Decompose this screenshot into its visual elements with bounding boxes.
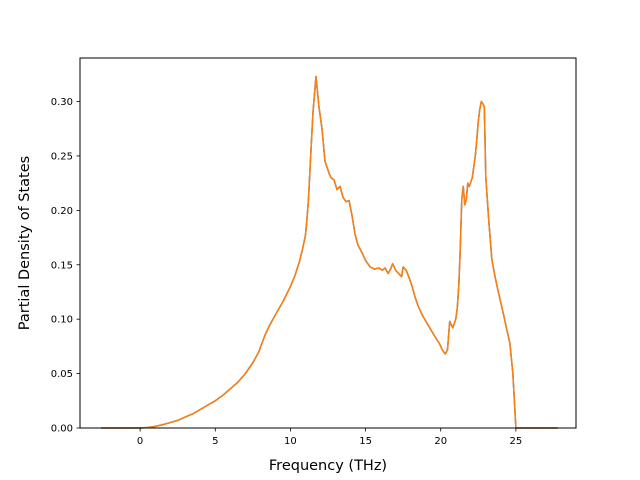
- y-tick-label: 0.15: [51, 260, 73, 271]
- plot-area: [101, 75, 558, 429]
- series-line: [101, 75, 558, 429]
- x-tick-label: 10: [284, 436, 297, 447]
- y-tick-label: 0.30: [51, 97, 73, 108]
- x-tick-label: 20: [434, 436, 447, 447]
- y-tick-label: 0.10: [51, 315, 73, 326]
- plot-frame: [79, 57, 577, 429]
- x-axis-label: Frequency (THz): [269, 458, 387, 474]
- y-tick-label: 0.20: [51, 206, 73, 217]
- y-axis-label: Partial Density of States: [17, 156, 33, 330]
- y-tick-label: 0.05: [51, 369, 73, 380]
- x-tick-label: 25: [510, 436, 523, 447]
- y-tick-label: 0.00: [51, 424, 73, 435]
- x-tick-label: 0: [137, 436, 143, 447]
- y-tick-label: 0.25: [51, 151, 73, 162]
- x-axis: 0 5 10 15 20 25: [137, 428, 522, 447]
- x-tick-label: 15: [359, 436, 372, 447]
- y-axis: 0.00 0.05 0.10 0.15 0.20 0.25 0.30: [51, 97, 80, 435]
- x-tick-label: 5: [212, 436, 218, 447]
